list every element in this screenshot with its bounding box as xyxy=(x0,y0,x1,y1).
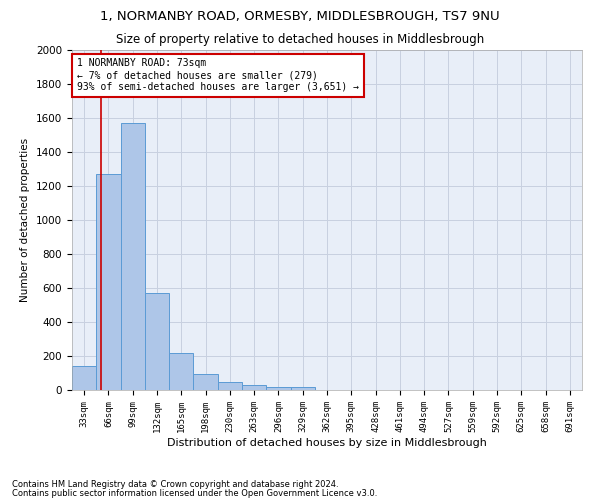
Text: 1 NORMANBY ROAD: 73sqm
← 7% of detached houses are smaller (279)
93% of semi-det: 1 NORMANBY ROAD: 73sqm ← 7% of detached … xyxy=(77,58,359,92)
Bar xyxy=(266,387,290,390)
Bar xyxy=(145,293,169,390)
Bar xyxy=(72,366,96,390)
Text: Contains public sector information licensed under the Open Government Licence v3: Contains public sector information licen… xyxy=(12,488,377,498)
Bar xyxy=(242,385,266,390)
X-axis label: Distribution of detached houses by size in Middlesbrough: Distribution of detached houses by size … xyxy=(167,438,487,448)
Bar xyxy=(290,388,315,390)
Y-axis label: Number of detached properties: Number of detached properties xyxy=(20,138,31,302)
Bar xyxy=(169,352,193,390)
Text: 1, NORMANBY ROAD, ORMESBY, MIDDLESBROUGH, TS7 9NU: 1, NORMANBY ROAD, ORMESBY, MIDDLESBROUGH… xyxy=(100,10,500,23)
Text: Size of property relative to detached houses in Middlesbrough: Size of property relative to detached ho… xyxy=(116,32,484,46)
Bar xyxy=(96,174,121,390)
Text: Contains HM Land Registry data © Crown copyright and database right 2024.: Contains HM Land Registry data © Crown c… xyxy=(12,480,338,489)
Bar xyxy=(193,374,218,390)
Bar xyxy=(121,123,145,390)
Bar xyxy=(218,382,242,390)
